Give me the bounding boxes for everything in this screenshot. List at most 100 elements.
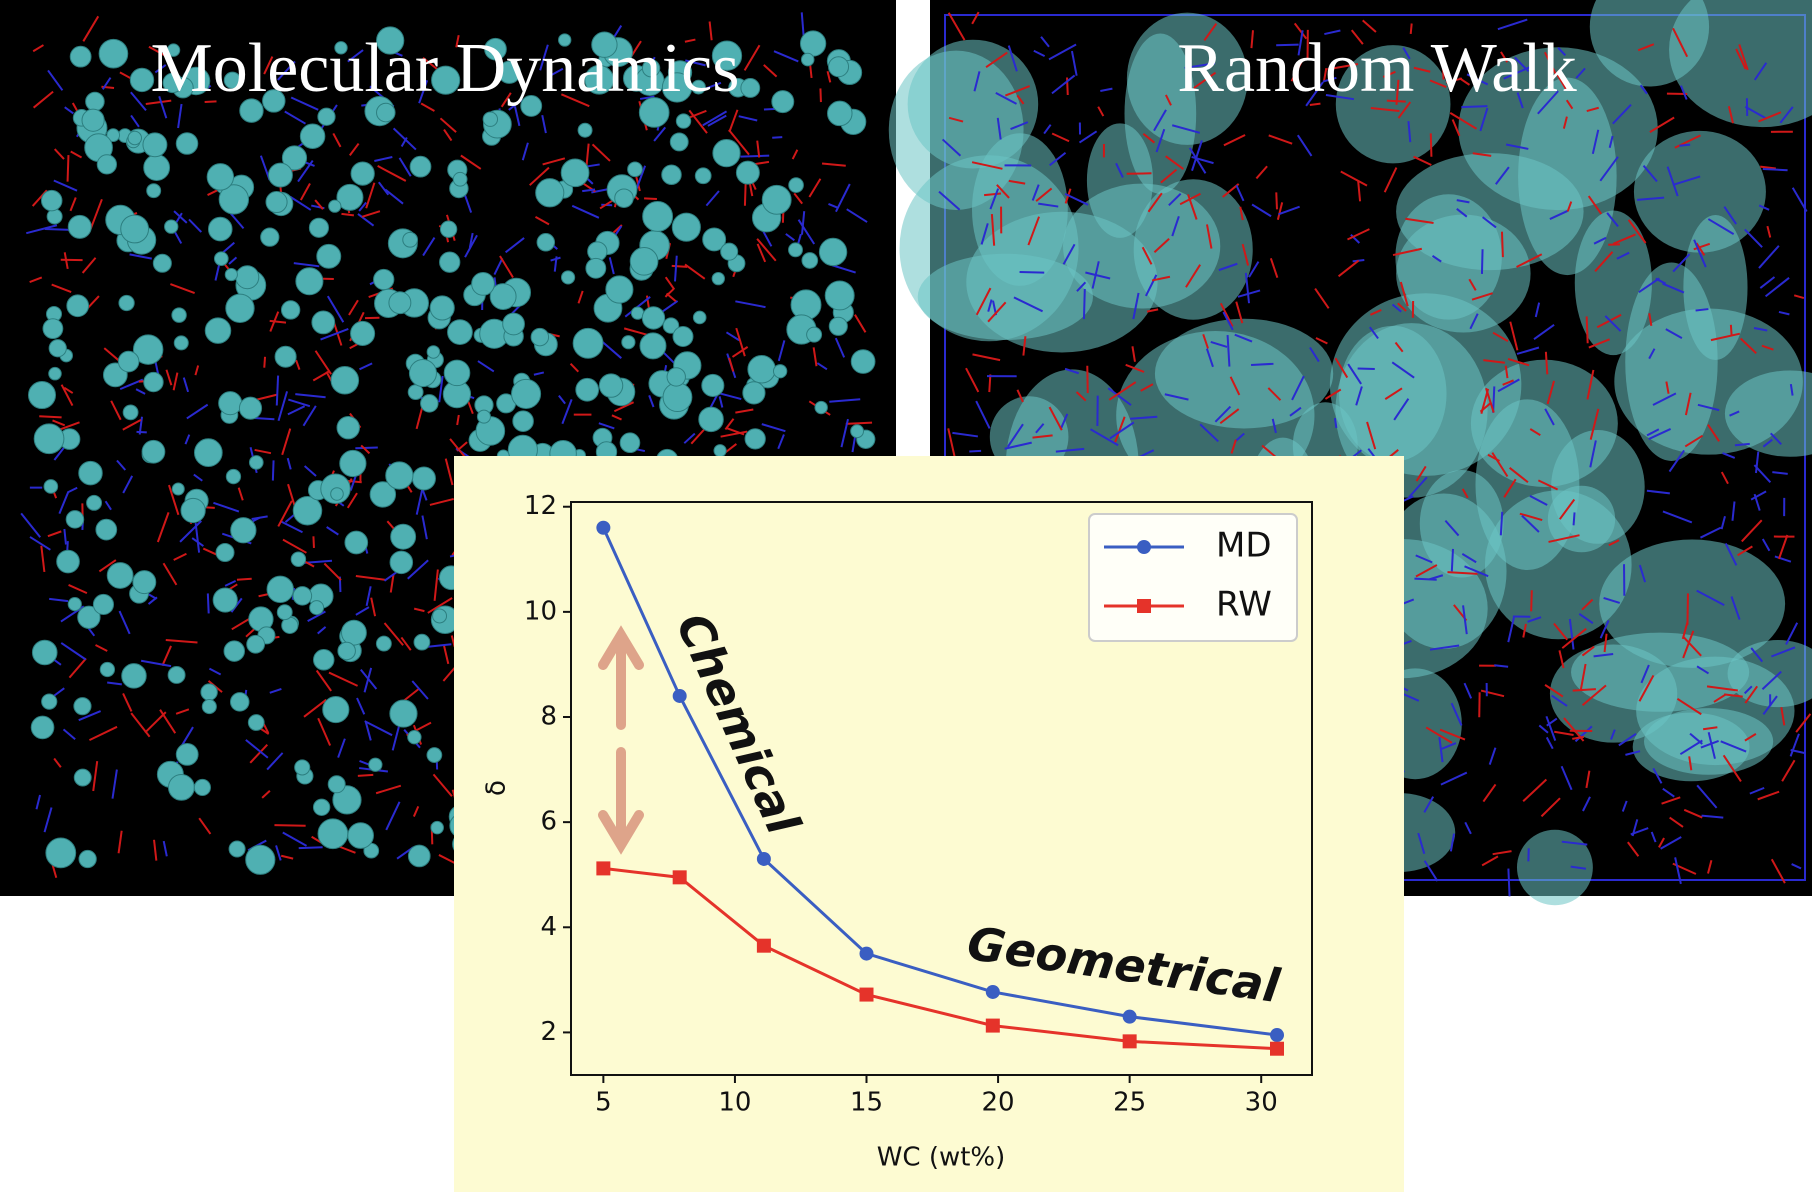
bond — [161, 645, 172, 667]
bond — [1218, 262, 1238, 272]
bond — [756, 238, 777, 262]
bond — [1097, 106, 1105, 117]
bond — [293, 262, 320, 268]
bond — [821, 162, 846, 167]
bond — [777, 340, 786, 362]
bond — [1168, 192, 1182, 207]
bond — [948, 116, 964, 123]
bond — [360, 444, 371, 455]
bond — [53, 148, 65, 160]
bond — [1744, 105, 1768, 120]
bond — [228, 256, 238, 265]
water — [180, 497, 206, 524]
bond — [1753, 464, 1772, 483]
bond — [1394, 341, 1404, 353]
bond — [1734, 442, 1750, 447]
water — [471, 271, 495, 296]
bond — [539, 44, 549, 71]
legend-marker — [1137, 599, 1151, 613]
rw-molecules — [888, 0, 1812, 934]
bond — [384, 188, 404, 205]
water — [245, 844, 276, 875]
bond — [1125, 363, 1145, 373]
water — [292, 586, 313, 606]
bond — [1606, 212, 1619, 227]
bond — [1268, 134, 1293, 145]
up-arrow — [598, 625, 644, 730]
bond — [1744, 733, 1757, 742]
bond — [1366, 421, 1377, 450]
panel-title: Random Walk — [1177, 30, 1576, 107]
bond — [541, 114, 547, 134]
water — [290, 551, 307, 568]
water — [85, 91, 105, 112]
bond — [1499, 511, 1504, 536]
bond — [1729, 410, 1740, 417]
bond — [49, 597, 69, 603]
bond — [514, 106, 521, 127]
bond — [793, 192, 803, 205]
bond — [1778, 534, 1789, 560]
bond — [1429, 133, 1433, 157]
bond — [443, 128, 453, 142]
bond — [1466, 73, 1489, 86]
bond — [303, 698, 327, 718]
water-cluster — [1633, 130, 1766, 253]
water — [337, 641, 356, 661]
bond — [1631, 819, 1639, 837]
water — [642, 201, 674, 232]
bond — [1761, 670, 1782, 690]
bond — [81, 257, 97, 274]
water — [402, 231, 419, 248]
point — [1122, 1034, 1137, 1049]
bond — [173, 552, 187, 561]
bond — [816, 362, 828, 371]
bond — [1707, 424, 1720, 442]
bond — [1417, 832, 1426, 855]
water — [225, 293, 255, 323]
bond — [1013, 296, 1044, 313]
bond — [1325, 94, 1355, 101]
bond — [791, 149, 799, 160]
bond — [421, 515, 428, 540]
bond — [1456, 199, 1470, 204]
bond — [1538, 724, 1549, 734]
water — [218, 391, 243, 416]
water — [711, 271, 725, 286]
water — [218, 184, 250, 215]
bond — [1509, 321, 1519, 351]
bond — [1472, 152, 1492, 157]
bond — [107, 681, 122, 686]
bond — [613, 401, 635, 413]
bond — [1672, 253, 1691, 273]
water — [432, 608, 448, 624]
bond — [1350, 29, 1364, 45]
water — [742, 381, 766, 405]
bond — [69, 197, 77, 212]
bond — [1568, 618, 1575, 650]
bond — [1757, 790, 1780, 801]
bond — [282, 831, 308, 847]
bond — [1107, 387, 1132, 406]
bond — [1337, 259, 1360, 278]
bond — [1750, 647, 1764, 663]
water — [489, 283, 517, 310]
bond — [1593, 236, 1607, 245]
bond — [1655, 277, 1667, 285]
water — [262, 89, 286, 113]
water — [330, 487, 344, 501]
bond — [1035, 423, 1045, 434]
bond — [1468, 278, 1477, 291]
water — [484, 37, 507, 61]
bond — [1397, 302, 1407, 312]
water — [672, 326, 694, 347]
bond — [1085, 271, 1111, 280]
bond — [1695, 242, 1706, 256]
water — [824, 280, 855, 311]
bond — [1481, 216, 1497, 229]
water — [327, 775, 346, 794]
bond — [1585, 316, 1589, 344]
bond — [179, 520, 203, 543]
water — [452, 171, 468, 187]
point — [859, 946, 874, 961]
